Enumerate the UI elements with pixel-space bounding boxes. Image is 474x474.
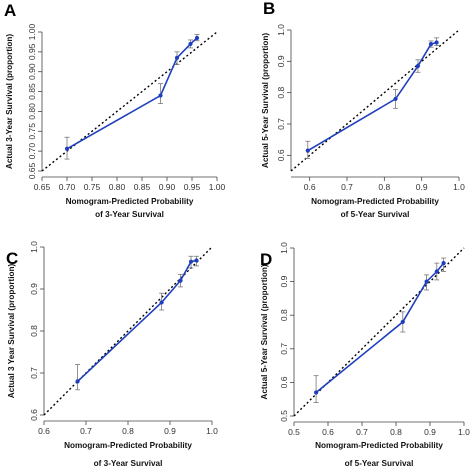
x-tick-label: 0.9	[416, 182, 428, 192]
x-tick-label: 0.6	[304, 182, 316, 192]
data-point	[159, 300, 164, 305]
y-tick-label: 0.6	[279, 376, 289, 388]
y-tick-label: 0.9	[29, 283, 39, 295]
y-tick-label: 0.8	[279, 309, 289, 321]
x-tick-label: 0.95	[184, 182, 201, 192]
data-point	[441, 261, 446, 266]
data-point	[314, 390, 319, 395]
ideal-diagonal-line	[290, 29, 460, 172]
y-tick-label: 0.85	[27, 83, 37, 100]
x-tick-label: 0.5	[288, 427, 300, 437]
panel-letter: D	[260, 250, 272, 269]
x-tick-label: 1.00	[209, 182, 226, 192]
data-point	[194, 35, 200, 41]
x-tick-label: 0.6	[38, 426, 50, 436]
y-tick-label: 0.7	[276, 118, 286, 130]
data-point	[424, 279, 429, 284]
data-point	[188, 259, 194, 264]
panel-d: D 0.5 0.6 0.7 0.8 0.9 1.0 0.5 0.6 0.7 0.8 0.9 1.0 Act…	[260, 242, 470, 468]
data-point	[188, 41, 193, 47]
y-tick-label: 0.65	[27, 162, 37, 179]
y-axis-label: Actual 5-Year Survival (proportion)	[261, 33, 270, 168]
ideal-diagonal-line	[43, 246, 213, 416]
y-tick-label: 0.8	[276, 86, 286, 98]
data-point	[64, 146, 70, 151]
data-point	[400, 319, 405, 325]
x-tick-label: 1.0	[453, 182, 465, 192]
x-tick-label: 0.7	[80, 426, 92, 436]
data-point	[434, 269, 439, 274]
y-tick-label: 0.6	[276, 149, 286, 161]
y-tick-label: 0.8	[29, 325, 39, 337]
y-tick-label: 0.70	[27, 143, 37, 160]
x-tick-label: 0.85	[134, 182, 151, 192]
panel-a: A 0.65 0.70 0.75 0.80 0.85 0.90 0.95 1.00 0.65 0.7…	[4, 1, 226, 219]
y-tick-label: 1.0	[29, 241, 39, 253]
x-axis-label-line2: of 5-Year Survival	[341, 210, 410, 219]
calibration-line	[66, 37, 198, 150]
x-tick-label: 0.6	[322, 427, 334, 437]
calibration-line	[307, 41, 437, 152]
x-tick-label: 1.0	[206, 426, 218, 436]
y-axis-label: Actual 3-Year Survival (proportion)	[5, 34, 14, 169]
y-tick-label: 0.5	[279, 410, 289, 422]
x-tick-label: 0.65	[34, 182, 51, 192]
x-axis-label: Nomogram-Predicted Probability	[311, 197, 439, 206]
panel-letter: A	[4, 1, 16, 20]
x-tick-label: 0.9	[164, 426, 176, 436]
y-tick-label: 1.00	[27, 23, 37, 40]
x-tick-label: 0.8	[378, 182, 390, 192]
x-tick-label: 0.90	[159, 182, 176, 192]
x-tick-label: 0.8	[122, 426, 134, 436]
y-tick-label: 0.80	[27, 103, 37, 120]
x-tick-label: 1.0	[458, 427, 470, 437]
x-tick-label: 0.7	[356, 427, 368, 437]
x-axis-label-line2: of 3-Year Survival	[95, 210, 164, 219]
x-axis-label: Nomogram-Predicted Probability	[64, 441, 192, 450]
panel-c: C 0.6 0.7 0.8 0.9 1.0 0.6 0.7 0.8 0.9 1.0 Actual 3 …	[6, 241, 218, 468]
y-tick-label: 0.9	[276, 55, 286, 67]
data-point	[305, 148, 310, 153]
y-tick-label: 0.95	[27, 43, 37, 60]
y-tick-label: 0.9	[279, 275, 289, 287]
data-point	[415, 63, 421, 69]
calibration-line	[315, 262, 445, 394]
y-tick-label: 0.7	[279, 343, 289, 355]
panel-b: B 0.6 0.7 0.8 0.9 1.0 0.6 0.7 0.8 0.9 1.0 Actual 5-…	[261, 0, 465, 219]
y-tick-label: 0.7	[29, 367, 39, 379]
data-point	[194, 258, 199, 263]
x-tick-label: 0.80	[109, 182, 126, 192]
data-point	[75, 379, 80, 384]
data-point	[428, 42, 434, 47]
x-tick-label: 0.8	[390, 427, 402, 437]
x-tick-label: 0.70	[59, 182, 76, 192]
data-point	[434, 40, 439, 45]
y-axis-label: Actual 5-Year Survival (proportion)	[260, 264, 269, 399]
x-tick-label: 0.9	[424, 427, 436, 437]
y-tick-label: 0.90	[27, 63, 37, 80]
ideal-diagonal-line	[41, 31, 218, 172]
ideal-diagonal-line	[293, 247, 465, 417]
panel-letter: C	[6, 249, 18, 268]
x-axis-label-line2: of 5-Year Survival	[345, 459, 414, 468]
y-tick-label: 1.0	[276, 24, 286, 36]
y-tick-label: 0.6	[29, 409, 39, 421]
x-tick-label: 0.75	[84, 182, 101, 192]
x-axis-label-line2: of 3-Year Survival	[94, 459, 163, 468]
y-tick-label: 0.75	[27, 123, 37, 140]
data-point	[393, 96, 398, 102]
y-tick-label: 1.0	[279, 242, 289, 254]
data-point	[178, 278, 183, 283]
panel-letter: B	[263, 0, 275, 18]
y-axis-label: Actual 3 Year Survival (proportion)	[7, 263, 16, 398]
x-tick-label: 0.7	[341, 182, 353, 192]
data-point	[174, 55, 180, 60]
data-point	[158, 93, 163, 98]
x-axis-label: Nomogram-Predicted Probability	[315, 441, 443, 450]
x-axis-label: Nomogram-Predicted Probability	[66, 197, 194, 206]
